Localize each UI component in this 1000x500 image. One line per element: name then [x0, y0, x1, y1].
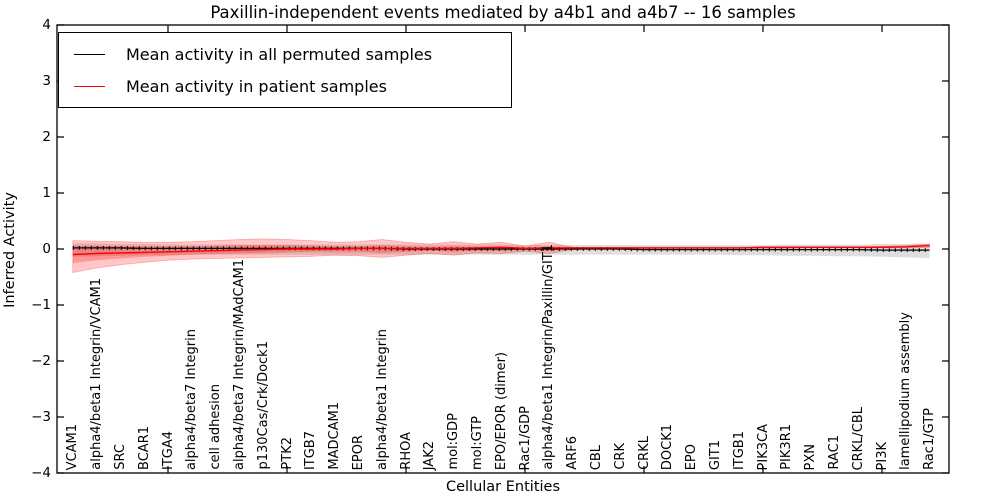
y-tick-label: 3: [42, 73, 51, 89]
x-tick-label: ITGB7: [303, 430, 319, 470]
x-tick-label: ITGA4: [160, 430, 176, 470]
x-tick-label: CRKL/CBL: [850, 406, 866, 471]
x-tick-label: Rac1/GDP: [517, 405, 533, 470]
x-tick-label: CRKL: [636, 436, 652, 470]
x-tick-label: PI3K: [874, 441, 890, 470]
x-tick-label: JAK2: [422, 440, 438, 470]
x-tick-label: EPO/EPOR (dimer): [493, 351, 509, 470]
y-tick-label: −4: [31, 465, 51, 481]
x-tick-label: ITGB1: [731, 430, 747, 470]
x-tick-label: ARF6: [565, 436, 581, 470]
x-tick-label: PIK3R1: [779, 424, 795, 470]
y-tick-label: −3: [31, 409, 51, 425]
x-tick-label: PXN: [803, 443, 819, 470]
y-tick-label: 1: [42, 185, 51, 201]
red-line-sample-icon: [74, 85, 105, 87]
legend-label-permuted: Mean activity in all permuted samples: [126, 44, 433, 64]
x-tick-label: cell adhesion: [208, 384, 224, 470]
legend-label-patient: Mean activity in patient samples: [126, 76, 387, 96]
legend-item-permuted: Mean activity in all permuted samples: [59, 45, 511, 64]
chart-title: Paxillin-independent events mediated by …: [210, 3, 796, 22]
x-tick-label: RHOA: [398, 432, 414, 470]
x-tick-label: DOCK1: [660, 423, 676, 470]
x-tick-label: alpha4/beta1 Integrin: [374, 328, 390, 470]
x-tick-label: EPOR: [350, 434, 366, 470]
x-tick-label: alpha4/beta1 Integrin/VCAM1: [89, 278, 105, 470]
x-tick-label: PTK2: [279, 437, 295, 470]
legend: Mean activity in all permuted samples Me…: [58, 32, 512, 108]
y-tick-label: 0: [42, 241, 51, 257]
permuted-std-band: [72, 243, 930, 258]
x-tick-label: alpha4/beta7 Integrin: [184, 328, 200, 470]
x-tick-label: EPO: [684, 443, 700, 470]
permuted-mean-markers: [72, 246, 930, 252]
x-tick-label: mol:GTP: [469, 416, 485, 470]
x-tick-label: VCAM1: [65, 423, 81, 470]
x-tick-label: CRK: [612, 443, 628, 470]
x-tick-label: PIK3CA: [755, 423, 771, 470]
y-tick-label: 4: [42, 17, 51, 33]
y-tick-label: −1: [31, 297, 51, 313]
x-tick-label: BCAR1: [136, 426, 152, 470]
x-tick-label: lamellipodium assembly: [898, 312, 914, 470]
x-tick-label: mol:GDP: [446, 413, 462, 470]
y-tick-label: 2: [42, 129, 51, 145]
x-tick-label: alpha4/beta7 Integrin/MAdCAM1: [231, 259, 247, 470]
x-tick-label: Rac1/GTP: [922, 408, 938, 470]
x-tick-label: RAC1: [826, 435, 842, 470]
x-tick-label: p130Cas/Crk/Dock1: [255, 341, 271, 470]
y-tick-label: −2: [31, 353, 51, 369]
legend-item-patient: Mean activity in patient samples: [59, 77, 511, 96]
x-tick-label: alpha4/beta1 Integrin/Paxillin/GIT1: [541, 244, 557, 470]
x-tick-label: MADCAM1: [327, 402, 343, 470]
x-tick-label: CBL: [588, 444, 604, 470]
x-tick-label: GIT1: [707, 439, 723, 470]
black-line-sample-icon: [74, 53, 105, 55]
x-tick-label: SRC: [112, 444, 128, 470]
x-axis-title: Cellular Entities: [445, 479, 561, 495]
patient-mean-line: [72, 244, 930, 256]
